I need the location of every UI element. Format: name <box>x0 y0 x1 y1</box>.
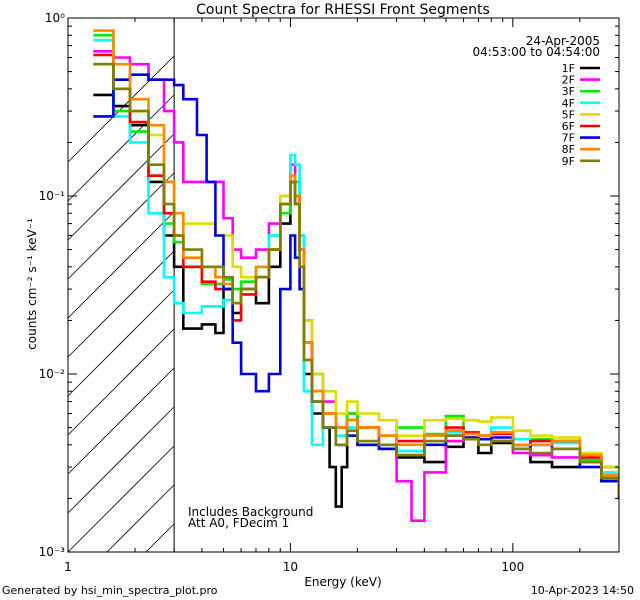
legend-label-1F: 1F <box>562 62 575 75</box>
hatch-line <box>145 523 175 553</box>
hatch-line <box>67 406 175 514</box>
hatch-line <box>67 328 175 436</box>
y-tick-label: 10⁻² <box>39 367 66 381</box>
annotation-background: Includes Background <box>188 505 313 519</box>
y-tick-label: 10⁰ <box>45 11 65 25</box>
hatch-line <box>67 250 175 358</box>
chart-title: Count Spectra for RHESSI Front Segments <box>196 2 490 18</box>
y-tick-labels: 10⁻³ 10⁻² 10⁻¹ 10⁰ <box>39 11 66 559</box>
series-9F <box>93 62 619 496</box>
series-layer <box>93 29 619 522</box>
hatch-line <box>67 445 175 553</box>
hatched-background-region <box>67 55 175 553</box>
hatch-line <box>67 211 175 319</box>
legend-label-9F: 9F <box>562 155 575 168</box>
hatch-line <box>67 133 175 241</box>
series-2F <box>93 50 619 522</box>
legend-label-2F: 2F <box>562 74 575 87</box>
generated-by-text: Generated by hsi_min_spectra_plot.pro <box>2 584 218 597</box>
y-tick-label: 10⁻¹ <box>39 189 66 203</box>
x-tick-label: 10 <box>283 560 298 574</box>
annotation-attenuator: Att A0, FDecim 1 <box>188 516 289 530</box>
legend-label-5F: 5F <box>562 108 575 121</box>
series-1F <box>93 93 619 508</box>
legend-label-3F: 3F <box>562 85 575 98</box>
legend-label-6F: 6F <box>562 120 575 133</box>
legend-label-4F: 4F <box>562 97 575 110</box>
y-axis-label: counts cm⁻² s⁻¹ keV⁻¹ <box>25 218 39 350</box>
legend-label-7F: 7F <box>562 132 575 145</box>
hatch-line <box>67 289 175 397</box>
time-range-label: 04:53:00 to 04:54:00 <box>473 45 600 59</box>
hatch-line <box>106 484 175 553</box>
plot-frame <box>67 17 620 553</box>
hatch-line <box>67 172 175 280</box>
date-label: 24-Apr-2005 <box>526 34 600 48</box>
legend-label-8F: 8F <box>562 143 575 156</box>
hatch-line <box>67 367 175 475</box>
footer-timestamp: 10-Apr-2023 14:50 <box>530 584 634 597</box>
x-axis-label: Energy (keV) <box>304 575 381 589</box>
y-tick-label: 10⁻³ <box>39 545 66 559</box>
x-tick-labels: 1 10 100 <box>64 560 524 574</box>
hatch-line <box>67 55 175 163</box>
axis-ticks <box>67 18 620 553</box>
series-8F <box>93 29 619 496</box>
x-tick-label: 1 <box>64 560 72 574</box>
x-tick-label: 100 <box>501 560 524 574</box>
hatch-line <box>67 94 175 202</box>
